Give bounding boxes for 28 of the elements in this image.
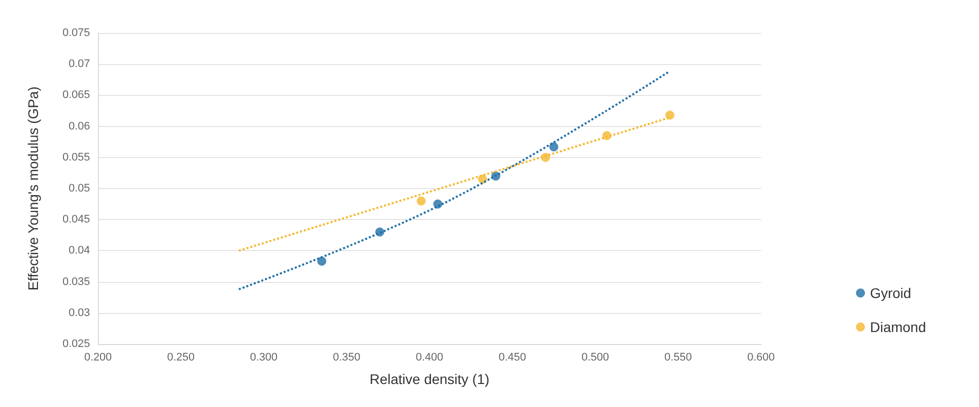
y-tick-label: 0.07 bbox=[68, 58, 90, 70]
y-tick-label: 0.045 bbox=[62, 214, 90, 226]
y-tick-label: 0.035 bbox=[62, 276, 90, 288]
x-tick-label: 0.600 bbox=[747, 352, 775, 364]
x-axis-title: Relative density (1) bbox=[370, 371, 490, 387]
y-tick-label: 0.055 bbox=[62, 151, 90, 164]
x-tick-label: 0.550 bbox=[664, 352, 692, 364]
x-tick-label: 0.450 bbox=[498, 352, 526, 364]
x-tick-label: 0.400 bbox=[416, 352, 444, 364]
y-tick-label: 0.075 bbox=[62, 27, 90, 39]
point bbox=[549, 142, 558, 152]
y-tick-label: 0.04 bbox=[68, 244, 90, 257]
legend-label: Diamond bbox=[870, 319, 926, 335]
x-tick-label: 0.200 bbox=[84, 352, 112, 364]
y-tick-label: 0.065 bbox=[62, 89, 90, 102]
point bbox=[416, 196, 426, 206]
y-tick-label: 0.025 bbox=[62, 338, 90, 350]
x-tick-label: 0.300 bbox=[250, 352, 278, 364]
point bbox=[665, 110, 674, 120]
point bbox=[317, 256, 326, 266]
legend-label: Gyroid bbox=[870, 285, 912, 301]
y-axis-title: Effective Young's modulus (GPa) bbox=[25, 86, 41, 290]
x-tick-label: 0.350 bbox=[332, 352, 360, 364]
x-tick-label: 0.250 bbox=[167, 352, 195, 364]
y-tick-label: 0.05 bbox=[68, 182, 90, 194]
x-tick-label: 0.500 bbox=[581, 352, 610, 364]
y-tick-label: 0.06 bbox=[68, 120, 90, 132]
y-tick-label: 0.03 bbox=[68, 306, 90, 319]
